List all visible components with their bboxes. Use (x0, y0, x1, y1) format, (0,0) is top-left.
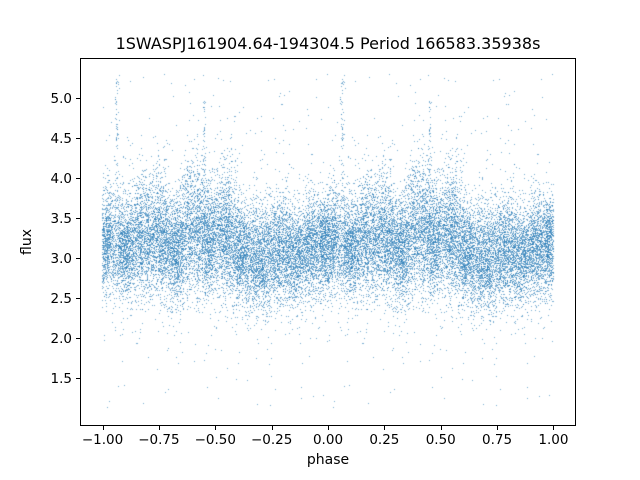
y-axis-label: flux (19, 229, 35, 255)
y-tick-mark (76, 338, 80, 339)
y-tick-mark (76, 378, 80, 379)
x-tick-mark (215, 426, 217, 430)
plot-area (80, 58, 576, 426)
y-tick-label: 4.0 (50, 170, 72, 187)
y-tick-label: 2.0 (50, 330, 72, 347)
x-tick-label: 0.00 (312, 432, 344, 448)
x-tick-label: −0.75 (138, 432, 180, 448)
x-tick-mark (497, 426, 499, 430)
x-tick-mark (158, 426, 160, 430)
y-tick-mark (76, 258, 80, 259)
y-tick-label: 1.5 (50, 370, 72, 387)
x-tick-mark (102, 426, 104, 430)
y-tick-mark (76, 178, 80, 179)
x-tick-mark (440, 426, 442, 430)
x-tick-mark (553, 426, 555, 430)
x-tick-label: −1.00 (81, 432, 124, 448)
x-tick-label: −0.50 (194, 432, 236, 448)
y-tick-mark (76, 98, 80, 99)
x-tick-label: −0.25 (250, 432, 293, 448)
x-tick-label: 0.50 (425, 432, 456, 448)
y-tick-label: 4.5 (50, 130, 72, 147)
y-tick-label: 3.5 (50, 210, 72, 227)
x-tick-mark (271, 426, 273, 430)
y-tick-mark (76, 298, 80, 299)
y-tick-label: 2.5 (50, 290, 72, 307)
chart-title: 1SWASPJ161904.64-194304.5 Period 166583.… (115, 34, 541, 53)
x-tick-label: 0.75 (482, 432, 513, 448)
x-tick-label: 0.25 (369, 432, 400, 448)
x-tick-mark (328, 426, 329, 430)
x-axis-label: phase (306, 452, 350, 468)
scatter-points (81, 59, 575, 425)
x-tick-mark (384, 426, 386, 430)
y-tick-mark (76, 138, 80, 139)
x-tick-label: 1.00 (538, 432, 569, 448)
y-tick-label: 3.0 (50, 250, 72, 267)
y-tick-mark (76, 218, 80, 219)
y-tick-label: 5.0 (50, 90, 72, 107)
